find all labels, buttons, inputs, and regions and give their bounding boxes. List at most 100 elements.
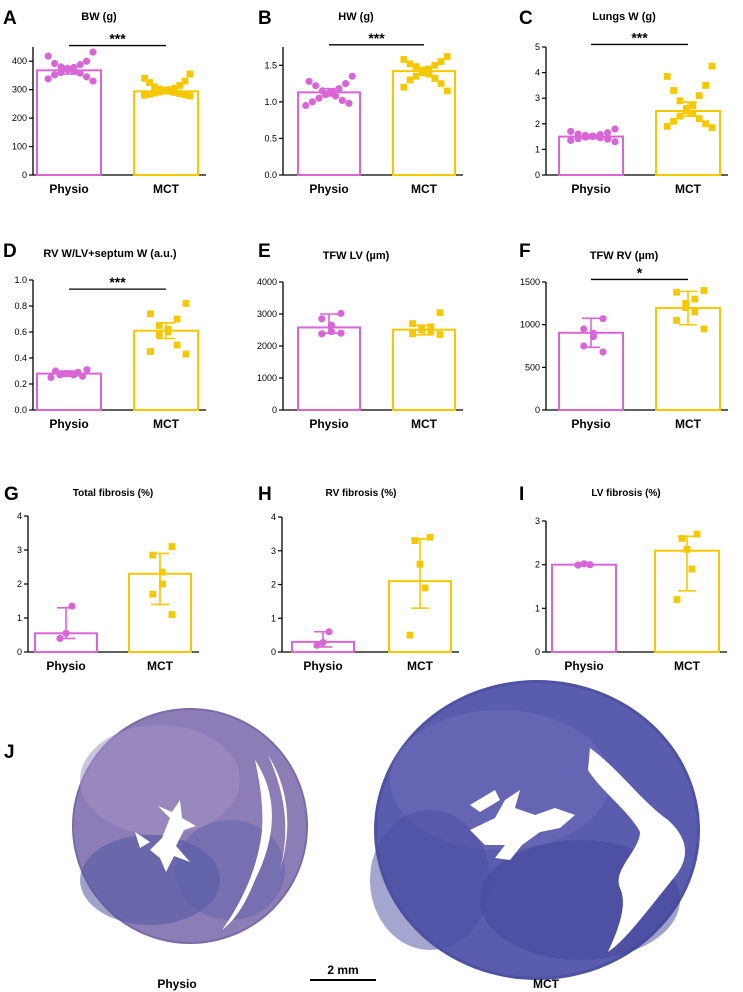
data-point-physio <box>318 315 326 323</box>
data-point-physio <box>56 371 64 379</box>
data-point-mct <box>166 87 174 95</box>
data-point-mct <box>406 76 414 84</box>
data-point-physio <box>338 96 346 104</box>
chart-panel-b: B HW (g) 0.0 0.5 1.0 1.5 Physio MCT *** <box>258 8 463 196</box>
data-point-physio <box>83 73 91 81</box>
data-point-physio <box>47 373 55 382</box>
data-point-mct <box>151 83 159 91</box>
data-point-physio <box>335 85 343 93</box>
x-category-label: MCT <box>153 417 180 431</box>
data-point-physio <box>348 72 356 80</box>
data-point-mct <box>700 287 708 294</box>
data-point-mct <box>691 295 699 303</box>
significance-marker: *** <box>109 31 126 47</box>
panel-letter: A <box>3 8 17 29</box>
data-point-physio <box>604 129 612 137</box>
y-tick-label: 500 <box>525 362 540 372</box>
data-point-mct <box>146 79 153 86</box>
y-tick-label: 0 <box>271 647 276 657</box>
x-category-label: MCT <box>674 659 701 673</box>
x-category-label: MCT <box>407 659 434 673</box>
y-tick-label: 200 <box>12 113 27 123</box>
data-point-physio <box>78 372 87 380</box>
data-point-mct <box>181 77 189 85</box>
y-tick-label: 2 <box>535 560 540 570</box>
data-point-physio <box>76 69 84 77</box>
x-category-label: Physio <box>564 659 603 673</box>
chart-title: LV fibrosis (%) <box>591 488 660 499</box>
data-point-mct <box>673 288 680 296</box>
data-point-physio <box>89 48 97 56</box>
bar-physio <box>36 372 102 412</box>
data-point-physio <box>51 71 59 79</box>
data-point-mct <box>161 87 169 95</box>
chart-panel-a: A BW (g) 0 100 200 300 400 Physio MCT *** <box>3 8 206 196</box>
significance-marker: * <box>637 264 643 280</box>
x-category-label: Physio <box>303 659 342 673</box>
y-tick-label: 300 <box>12 85 27 95</box>
y-tick-label: 0 <box>17 647 22 657</box>
y-tick-label: 0 <box>272 405 277 415</box>
data-point-mct <box>436 309 444 317</box>
panel-letter: B <box>258 8 272 29</box>
data-point-mct <box>702 120 709 128</box>
x-category-label: MCT <box>147 659 174 673</box>
data-point-mct <box>171 89 179 96</box>
data-point-mct <box>691 308 699 316</box>
panel-letter: C <box>519 8 533 29</box>
data-point-physio <box>76 61 84 69</box>
x-category-label: MCT <box>675 182 702 196</box>
chart-panel-d: D RV W/LV+septum W (a.u.) 0.0 0.2 0.4 0.6 0.8 1… <box>3 241 206 431</box>
panel-j-histology: J Physio MCT 2 mm <box>4 680 700 991</box>
y-tick-label: 0.0 <box>264 170 277 180</box>
data-point-mct <box>168 611 176 618</box>
data-point-mct <box>689 102 697 110</box>
y-tick-label: 4000 <box>257 277 277 287</box>
data-point-physio <box>83 57 91 65</box>
data-point-mct <box>700 325 708 333</box>
data-point-mct <box>164 328 172 336</box>
data-point-mct <box>406 631 414 639</box>
chart-panel-i: I LV fibrosis (%) 0 1 2 3 Physio MCT <box>519 484 727 673</box>
y-tick-label: 2 <box>535 119 540 129</box>
data-point-physio <box>604 135 612 143</box>
x-category-label: MCT <box>675 417 702 431</box>
x-category-label: Physio <box>571 417 610 431</box>
y-tick-label: 0 <box>535 170 540 180</box>
panel-letter: F <box>519 241 531 262</box>
data-point-mct <box>702 82 709 89</box>
data-point-mct <box>670 87 677 94</box>
data-point-mct <box>419 69 426 76</box>
y-tick-label: 2000 <box>257 341 277 351</box>
y-tick-label: 0.8 <box>14 301 27 311</box>
y-tick-label: 1000 <box>520 320 540 330</box>
data-point-mct <box>443 53 451 60</box>
scale-bar-label: 2 mm <box>327 963 358 977</box>
data-point-mct <box>149 551 157 559</box>
x-category-label: Physio <box>309 182 348 196</box>
mct-heart-section-image <box>370 680 700 980</box>
y-tick-label: 0 <box>535 405 540 415</box>
data-point-physio <box>322 90 330 99</box>
panel-letter-j: J <box>4 742 15 763</box>
y-tick-label: 2 <box>17 579 22 589</box>
chart-panel-c: C Lungs W (g) 0 1 2 3 4 5 Physio MCT *** <box>519 8 728 196</box>
data-point-mct <box>409 330 416 338</box>
data-point-physio <box>302 101 310 110</box>
data-point-mct <box>409 320 416 327</box>
data-point-physio <box>596 134 604 142</box>
data-point-mct <box>670 117 677 125</box>
data-point-mct <box>155 322 163 329</box>
significance-marker: *** <box>631 29 648 45</box>
y-tick-label: 3 <box>535 516 540 526</box>
x-category-label: MCT <box>411 417 438 431</box>
data-point-mct <box>141 91 148 99</box>
data-point-physio <box>83 366 91 374</box>
x-category-label: MCT <box>153 182 180 196</box>
data-point-mct <box>406 60 414 68</box>
data-point-mct <box>431 75 439 82</box>
data-point-mct <box>688 565 696 573</box>
chart-panel-f: F TFW RV (µm) 0 500 1000 1500 Physio MCT * <box>519 241 728 431</box>
